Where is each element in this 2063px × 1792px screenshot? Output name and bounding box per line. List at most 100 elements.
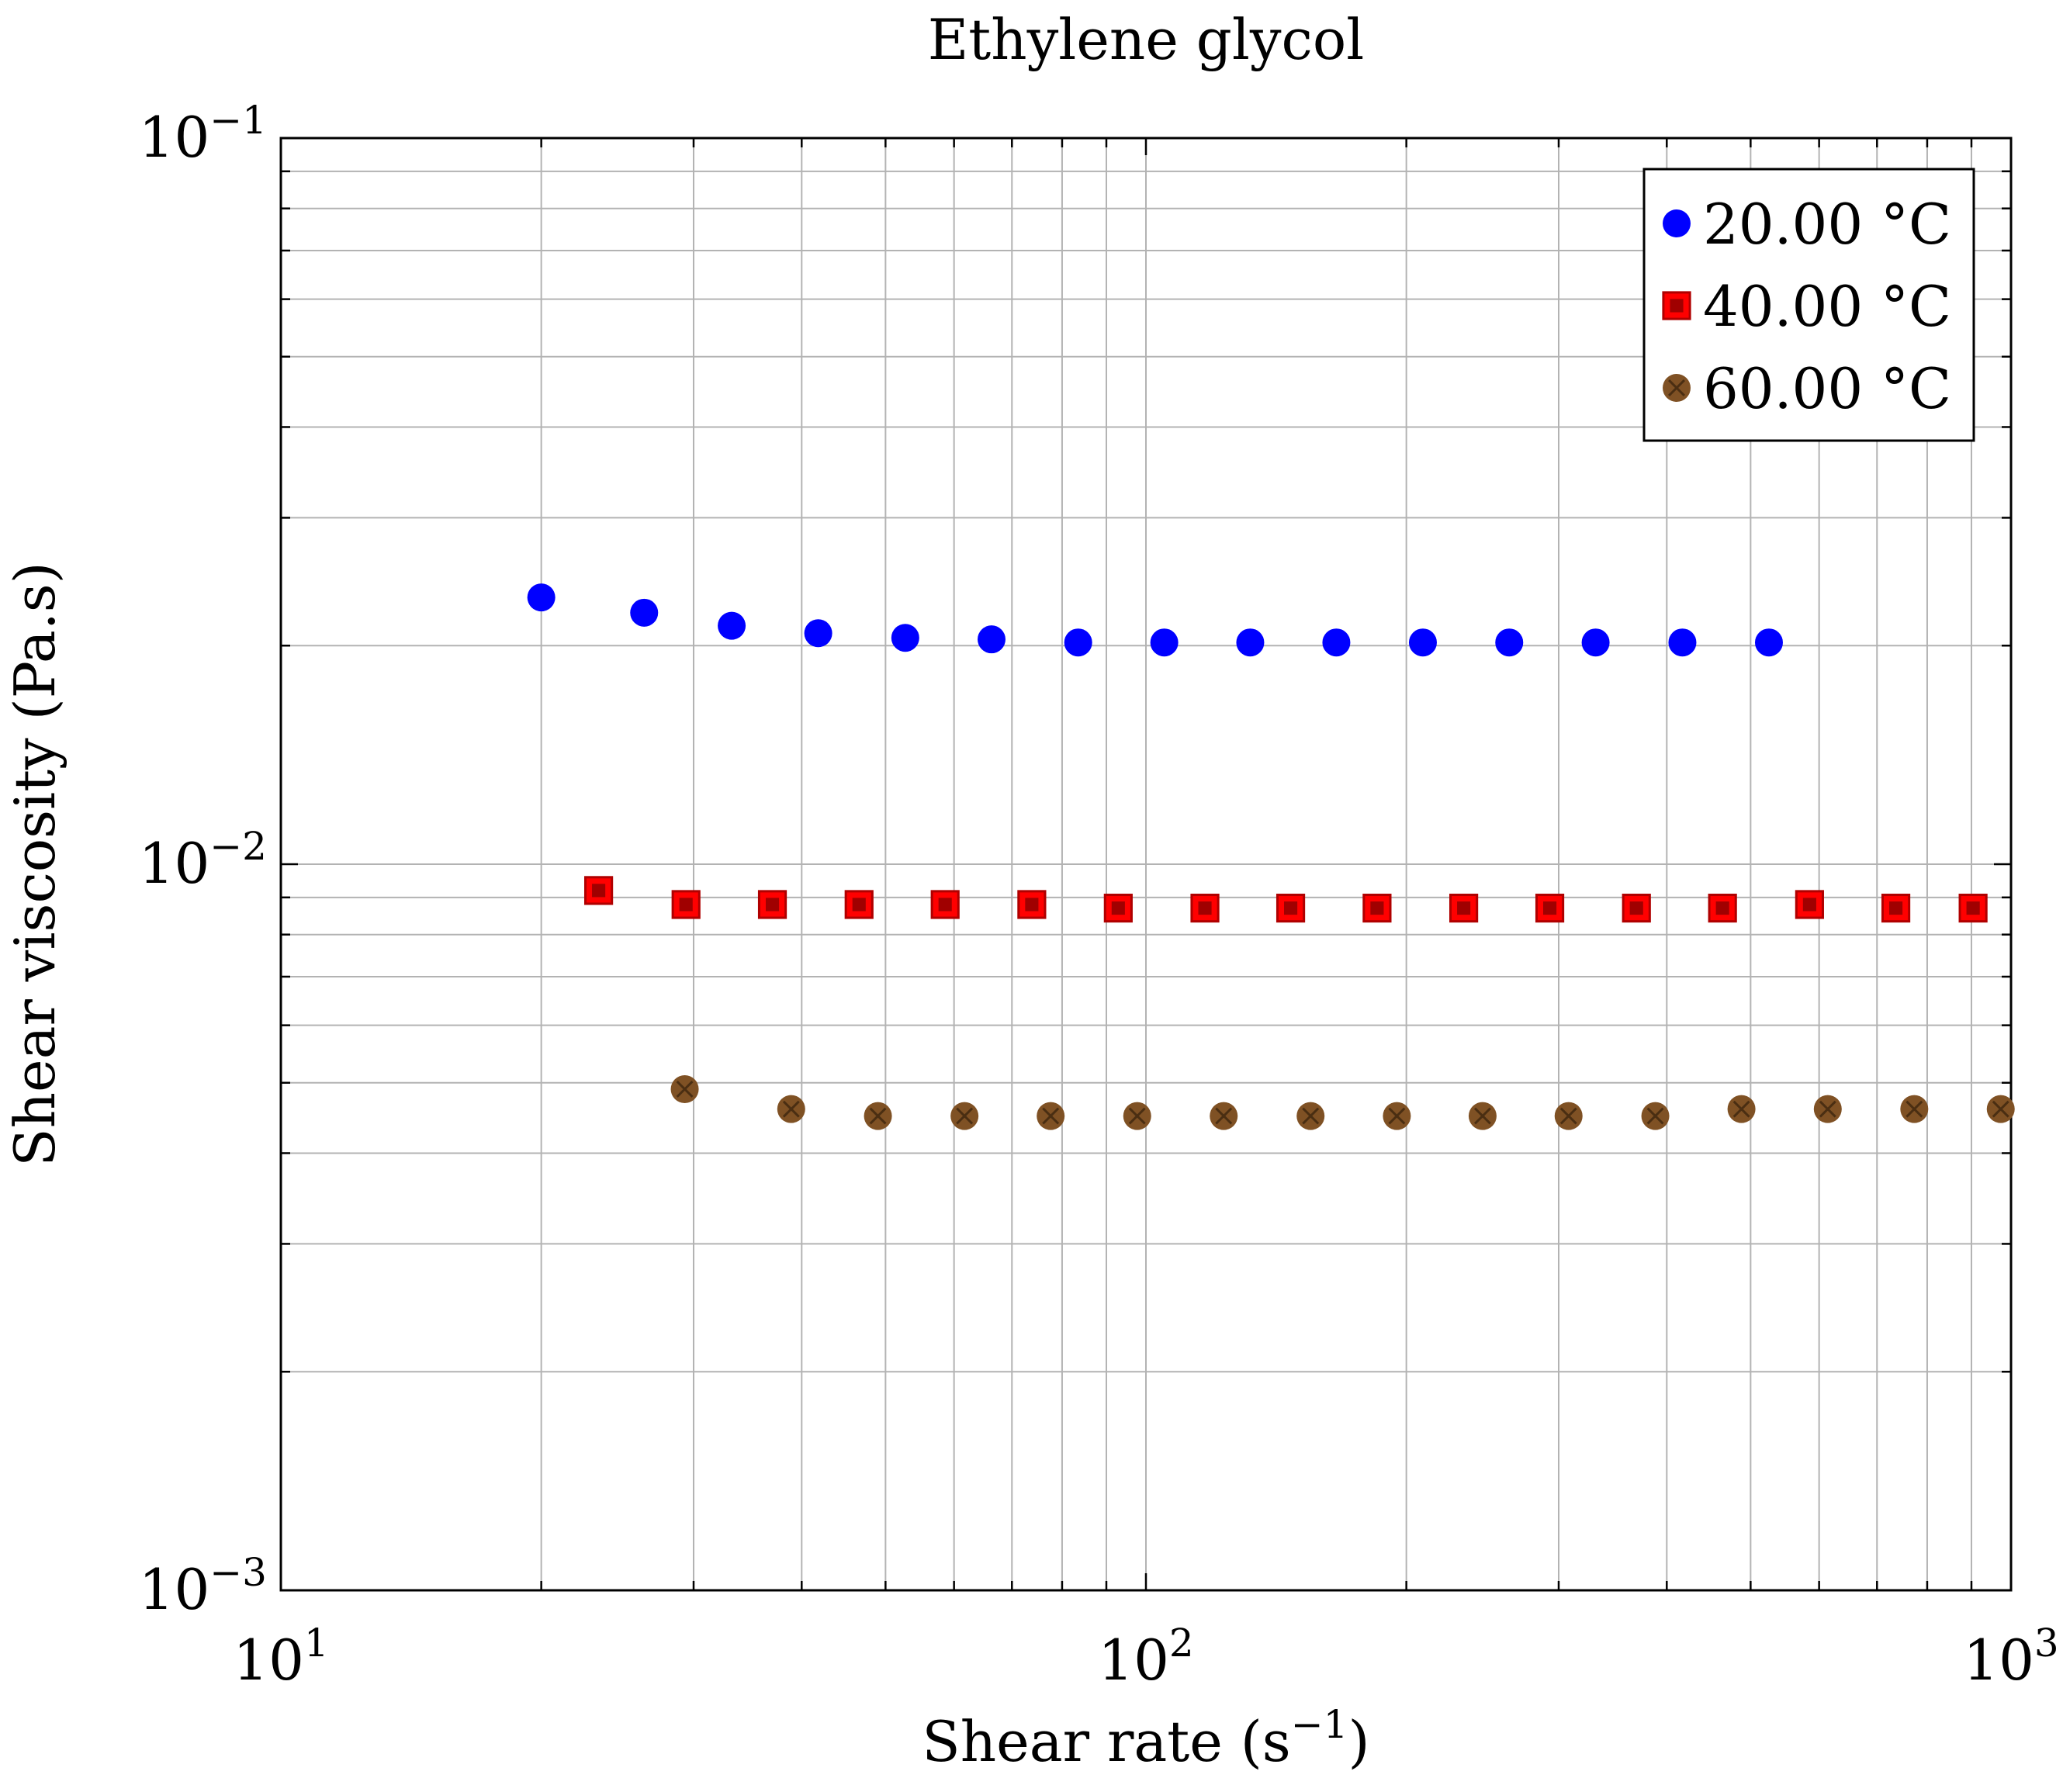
square-marker-core (765, 898, 780, 912)
square-marker-body (1535, 894, 1565, 923)
data-points (527, 583, 2015, 1130)
square-marker-core (1966, 901, 1980, 915)
data-point (757, 890, 787, 919)
otimes-marker-cross (1388, 1107, 1406, 1125)
square-marker-core (1284, 901, 1298, 915)
square-marker-core (679, 898, 693, 912)
chart-title: Ethylene glycol (928, 7, 1365, 72)
data-point (671, 890, 701, 919)
data-point (1795, 890, 1824, 919)
x-axis-label-text: Shear rate (s (922, 1709, 1290, 1774)
data-point (1881, 894, 1911, 923)
square-marker-body (757, 890, 787, 919)
data-point (718, 611, 746, 640)
data-point (670, 1074, 699, 1103)
y-tick-label-base: 10 (139, 1557, 210, 1622)
data-point (1210, 1102, 1238, 1130)
data-point (1322, 628, 1351, 657)
series-circle (527, 583, 1783, 657)
data-point (891, 624, 919, 652)
otimes-marker-cross (869, 1107, 887, 1125)
data-point (844, 890, 874, 919)
x-tick-label-base: 10 (1098, 1628, 1169, 1693)
legend-marker (1663, 374, 1691, 402)
grid (281, 138, 2011, 1590)
x-tick-label: 101 (233, 1621, 328, 1693)
otimes-marker-cross (1732, 1100, 1750, 1118)
data-point (1754, 628, 1783, 657)
square-marker-body (1362, 894, 1392, 923)
x-tick-label-exponent: 3 (2034, 1621, 2059, 1666)
data-point (1958, 894, 1988, 923)
square-marker-core (1543, 901, 1557, 915)
data-point (1383, 1102, 1411, 1130)
square-marker-body (1017, 890, 1047, 919)
square-marker-core (1670, 299, 1684, 313)
x-tick-label-base: 10 (233, 1628, 304, 1693)
data-point (930, 890, 960, 919)
x-tick-label: 103 (1963, 1621, 2058, 1693)
otimes-marker-cross (956, 1107, 974, 1125)
square-marker-core (938, 898, 952, 912)
data-point (1408, 628, 1437, 657)
legend-item: 40.00 °C (1662, 274, 1951, 339)
data-point (1554, 1102, 1583, 1130)
y-tick-label-base: 10 (139, 105, 210, 170)
data-point (1900, 1095, 1929, 1123)
square-marker-core (1370, 901, 1384, 915)
data-point (1150, 628, 1179, 657)
legend: 20.00 °C 40.00 °C 60.00 °C (1642, 168, 1975, 442)
data-point (1296, 1102, 1325, 1130)
y-tick-label: 10−1 (139, 98, 267, 170)
square-marker-core (592, 884, 606, 898)
data-point (1236, 628, 1265, 657)
otimes-marker-cross (1668, 379, 1685, 396)
y-tick-label-exponent: −3 (209, 1550, 267, 1595)
otimes-marker-cross (1042, 1107, 1060, 1125)
data-point (777, 1095, 805, 1123)
otimes-marker-cross (1215, 1107, 1233, 1125)
square-marker-body (1881, 894, 1911, 923)
square-marker-core (1802, 898, 1816, 912)
x-tick-label-exponent: 1 (304, 1621, 329, 1666)
data-point (1362, 894, 1392, 923)
data-point (950, 1102, 979, 1130)
legend-item: 60.00 °C (1663, 356, 1951, 421)
legend-label: 20.00 °C (1703, 192, 1951, 257)
legend-item: 20.00 °C (1663, 192, 1951, 257)
square-marker-core (1198, 901, 1212, 915)
legend-label: 40.00 °C (1703, 274, 1951, 339)
data-point (1727, 1095, 1756, 1123)
data-point (1813, 1095, 1842, 1123)
data-point (1123, 1102, 1151, 1130)
data-point (1037, 1102, 1065, 1130)
data-point (1190, 894, 1220, 923)
square-marker-core (1889, 901, 1903, 915)
x-tick-label: 102 (1098, 1621, 1193, 1693)
ticks (279, 138, 2011, 1592)
y-tick-label-exponent: −1 (209, 98, 267, 143)
legend-label: 60.00 °C (1703, 356, 1951, 421)
x-tick-label-exponent: 2 (1169, 1621, 1194, 1666)
data-point (1449, 894, 1479, 923)
square-marker-core (1111, 901, 1125, 915)
data-point (1641, 1102, 1670, 1130)
otimes-marker-cross (1473, 1107, 1491, 1125)
data-point (864, 1102, 892, 1130)
data-point (804, 619, 832, 648)
y-axis-label: Shear viscosity (Pa.s) (2, 562, 67, 1166)
data-point (1668, 628, 1697, 657)
otimes-marker-cross (1819, 1100, 1836, 1118)
square-marker-core (1715, 901, 1729, 915)
data-point (977, 625, 1006, 654)
data-point (1535, 894, 1565, 923)
data-point (1581, 628, 1610, 657)
otimes-marker-cross (1906, 1100, 1923, 1118)
series-square (584, 876, 1988, 923)
data-point (1017, 890, 1047, 919)
otimes-marker-cross (1302, 1107, 1320, 1125)
data-point (1986, 1095, 2015, 1123)
data-point (527, 583, 556, 612)
